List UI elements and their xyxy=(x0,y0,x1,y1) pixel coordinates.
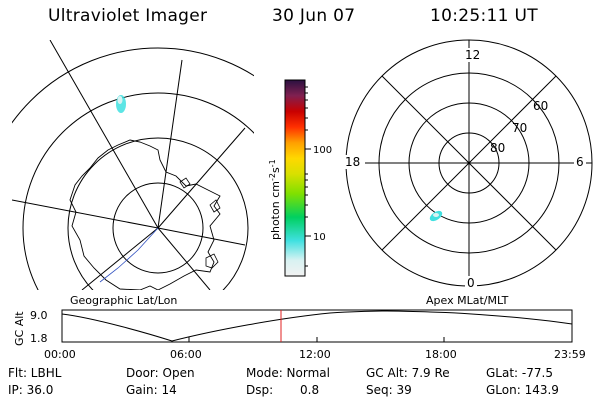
lon-line xyxy=(157,59,183,229)
mode-readout: Mode: Normal xyxy=(246,366,330,380)
timeline-y-label: GC Alt xyxy=(13,311,26,346)
timeline-x-tick: 18:00 xyxy=(425,348,457,361)
colorbar-unit-base: photon cm xyxy=(269,181,282,240)
timeline-y-bottom: 1.8 xyxy=(30,332,48,345)
date-label: 30 Jun 07 xyxy=(272,6,356,26)
colorbar: 100 10 photon cm-2s-1 xyxy=(268,79,332,277)
altitude-curve xyxy=(61,310,573,342)
altitude-timeline: GC Alt 9.0 1.8 00:00 06:00 12:00 18:00 2… xyxy=(13,309,586,361)
mlat-label-70: 70 xyxy=(512,121,527,135)
glat-readout: GLat: -77.5 xyxy=(486,366,553,380)
filter-readout: Flt: LBHL xyxy=(8,366,62,380)
glon-readout: GLon: 143.9 xyxy=(486,383,559,397)
colorbar-gradient xyxy=(284,79,306,277)
gain-readout: Gain: 14 xyxy=(126,383,177,397)
timeline-x-tick: 12:00 xyxy=(299,348,331,361)
mlt-polar-plot xyxy=(345,39,593,287)
geographic-panel-label: Geographic Lat/Lon xyxy=(70,294,177,307)
lat-circle xyxy=(12,47,254,124)
mlt-diagonal xyxy=(381,75,557,251)
gc-alt-readout: GC Alt: 7.9 Re xyxy=(366,366,450,380)
instrument-title: Ultraviolet Imager xyxy=(48,6,208,26)
timeline-x-tick: 06:00 xyxy=(170,348,202,361)
seq-readout: Seq: 39 xyxy=(366,383,412,397)
colorbar-unit-s: s xyxy=(269,167,282,173)
apex-panel-label: Apex MLat/MLT xyxy=(426,294,509,307)
ip-readout: IP: 36.0 xyxy=(8,383,54,397)
dsp-value: 0.8 xyxy=(300,383,320,397)
door-readout: Door: Open xyxy=(126,366,195,380)
geographic-map xyxy=(12,40,254,290)
lat-circle xyxy=(22,92,254,290)
lat-circle xyxy=(67,137,249,290)
lon-line xyxy=(157,227,211,290)
mlat-label-60: 60 xyxy=(533,99,548,113)
magnetic-track xyxy=(99,227,159,283)
colorbar-tick-10: 10 xyxy=(313,232,326,243)
lon-line xyxy=(157,127,246,229)
mlt-label-0: 0 xyxy=(467,276,475,290)
colorbar-unit-sup2: -1 xyxy=(268,159,277,167)
coastline-detail xyxy=(179,177,221,269)
lon-line xyxy=(157,227,246,246)
timeline-y-top: 9.0 xyxy=(30,309,48,322)
aurora-patch-core xyxy=(433,213,439,217)
timeline-x-tick: 23:59 xyxy=(554,348,586,361)
mlat-label-80: 80 xyxy=(490,141,505,155)
lat-circle xyxy=(112,182,204,274)
dsp-label: Dsp: xyxy=(246,383,274,397)
colorbar-unit-label: photon cm-2s-1 xyxy=(268,159,282,240)
mlt-label-18: 18 xyxy=(345,155,360,169)
timeline-x-tick: 00:00 xyxy=(44,348,76,361)
colorbar-unit-sup1: -2 xyxy=(268,173,277,181)
lon-line xyxy=(12,199,159,229)
time-label: 10:25:11 UT xyxy=(430,6,538,26)
aurora-patch-core xyxy=(117,96,123,104)
mlt-label-12: 12 xyxy=(465,48,480,62)
lon-line xyxy=(49,40,159,229)
coastline xyxy=(69,139,221,290)
lon-line xyxy=(81,227,159,290)
mlt-label-6: 6 xyxy=(576,155,584,169)
colorbar-tick-100: 100 xyxy=(313,145,332,156)
